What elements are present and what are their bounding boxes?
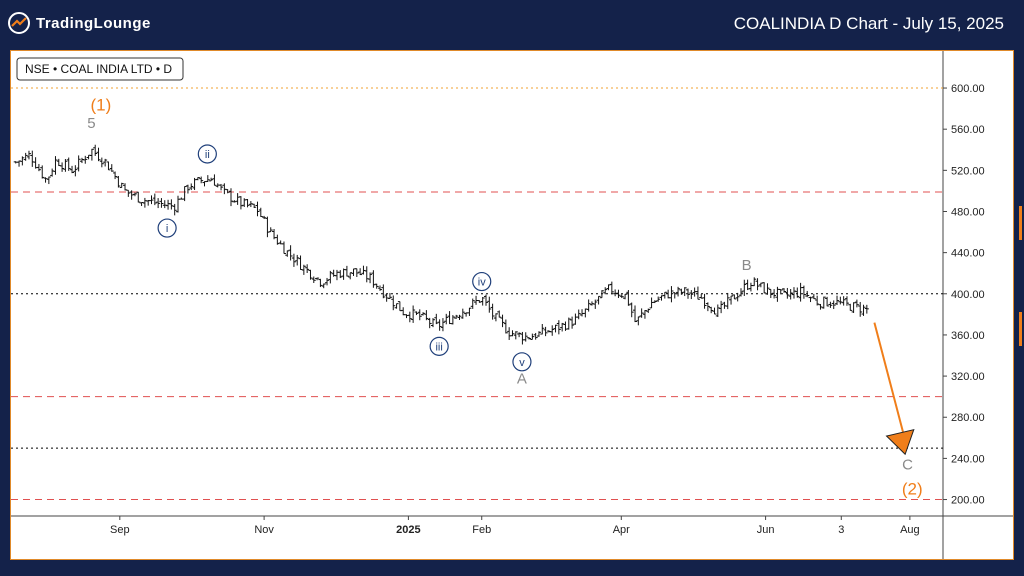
wave-label-A: A xyxy=(517,370,527,387)
brand-logo[interactable]: TradingLounge xyxy=(8,12,151,34)
price-chart[interactable]: 600.00 560.00 520.00 480.00 440.00 400.00 360.… xyxy=(11,51,1013,559)
x-tick-label: 3 xyxy=(838,524,844,536)
y-tick-label: 560.00 xyxy=(951,124,985,136)
y-tick-label: 280.00 xyxy=(951,412,985,424)
wave-label-1: (1) xyxy=(90,96,111,115)
symbol-legend-box xyxy=(16,57,184,81)
y-tick-label: 320.00 xyxy=(951,371,985,383)
x-tick-label: Jun xyxy=(757,524,775,536)
wave-label-circle xyxy=(472,271,492,292)
y-tick-label: 240.00 xyxy=(951,453,985,465)
y-tick-label: 360.00 xyxy=(951,330,985,342)
y-tick-label: 400.00 xyxy=(951,289,985,301)
header-bar: TradingLounge COALINDIA D Chart - July 1… xyxy=(0,0,1024,48)
brand-name: TradingLounge xyxy=(36,14,151,32)
wave-label-ii: ii xyxy=(205,149,210,161)
x-tick-label: Aug xyxy=(900,524,920,536)
symbol-legend-text: NSE • COAL INDIA LTD • D xyxy=(25,62,172,76)
wave-label-circle xyxy=(197,144,217,164)
wave-label-iv: iv xyxy=(478,277,486,289)
wave-label-circle xyxy=(429,336,449,356)
right-edge-marker-top xyxy=(1019,206,1022,240)
wave-label-B: B xyxy=(742,257,752,274)
wave-label-circle xyxy=(512,352,532,372)
wave-label-v: v xyxy=(519,357,525,369)
x-tick-label: Apr xyxy=(613,524,630,536)
projection-arrow-line xyxy=(873,322,907,441)
wave-label-circle xyxy=(157,218,177,238)
brand-logo-icon xyxy=(8,12,30,34)
y-tick-label: 200.00 xyxy=(951,495,985,507)
chart-title: COALINDIA D Chart - July 15, 2025 xyxy=(733,14,1004,33)
x-tick-label: Sep xyxy=(110,524,130,536)
y-tick-label: 440.00 xyxy=(951,248,985,260)
wave-label-iii: iii xyxy=(435,341,442,353)
y-tick-label: 480.00 xyxy=(951,206,985,218)
y-tick-label: 520.00 xyxy=(951,165,985,177)
right-edge-marker-bottom xyxy=(1019,312,1022,346)
projection-arrow-head xyxy=(885,428,915,456)
y-tick-label: 600.00 xyxy=(951,83,985,95)
wave-label-5: 5 xyxy=(87,115,95,132)
wave-label-i: i xyxy=(166,223,168,235)
wave-label-C: C xyxy=(902,457,913,474)
x-tick-label: Nov xyxy=(254,524,274,536)
chart-panel[interactable]: 600.00 560.00 520.00 480.00 440.00 400.00 360.… xyxy=(10,50,1014,560)
x-tick-label: Feb xyxy=(472,524,491,536)
wave-label-2: (2) xyxy=(902,479,923,498)
x-tick-label: 2025 xyxy=(396,524,420,536)
